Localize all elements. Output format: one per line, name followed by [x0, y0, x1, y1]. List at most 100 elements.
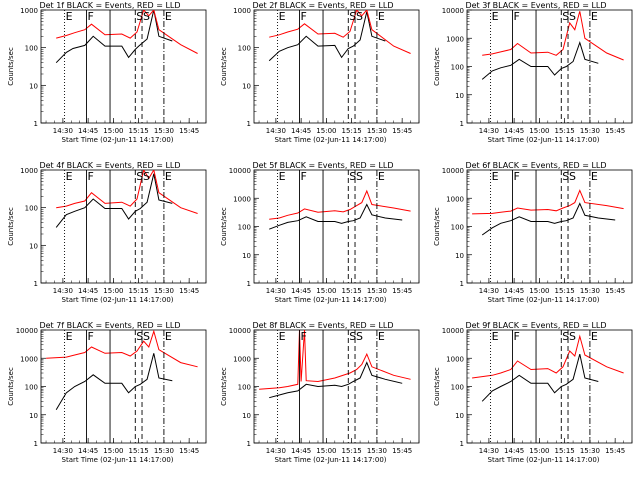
x-tick-label: 14:30 — [479, 447, 499, 455]
y-tick-label: 10 — [29, 82, 38, 90]
event-marker-label: S — [136, 170, 143, 183]
chart-panel-5: Det 5f BLACK = Events, RED = LLD 1 10 100 10… — [220, 161, 420, 304]
chart-panel-9: Det 9f BLACK = Events, RED = LLD 1 10 100 10… — [433, 321, 633, 464]
x-axis-label: Start Time (02-Jun-11 14:17:00) — [488, 296, 600, 304]
y-tick-label: 1000 — [20, 167, 38, 175]
y-tick-label: 1 — [460, 120, 464, 128]
y-tick-label: 100 — [25, 45, 38, 53]
x-tick-label: 14:30 — [266, 127, 286, 135]
y-tick-label: 1 — [34, 120, 38, 128]
event-marker-label: S — [569, 170, 576, 183]
event-marker-label: E — [591, 170, 598, 183]
event-marker-label: F — [87, 170, 93, 183]
event-marker-label: E — [165, 10, 172, 23]
x-axis-label: Start Time (02-Jun-11 14:17:00) — [275, 296, 387, 304]
x-tick-label: 14:30 — [266, 447, 286, 455]
y-tick-label: 10 — [242, 82, 251, 90]
y-tick-label: 10 — [29, 412, 38, 420]
y-axis-label: Counts/sec — [220, 47, 228, 86]
event-marker-label: E — [591, 10, 598, 23]
event-marker-label: S — [562, 330, 569, 343]
plot-frame — [253, 169, 420, 284]
events-series-line — [55, 173, 173, 228]
event-marker-label: S — [143, 170, 150, 183]
lld-series-line — [259, 330, 411, 390]
lld-series-line — [56, 10, 198, 54]
event-marker-label: S — [349, 330, 356, 343]
x-tick-label: 14:45 — [504, 287, 524, 295]
x-axis-label: Start Time (02-Jun-11 14:17:00) — [488, 456, 600, 464]
x-tick-label: 15:15 — [555, 127, 575, 135]
event-marker-label: E — [591, 330, 598, 343]
events-series-line — [55, 353, 173, 411]
y-tick-label: 100 — [238, 224, 251, 232]
y-tick-label: 10 — [242, 412, 251, 420]
x-tick-label: 14:30 — [53, 287, 73, 295]
x-tick-label: 14:45 — [78, 287, 98, 295]
x-axis-label: Start Time (02-Jun-11 14:17:00) — [275, 136, 387, 144]
x-tick-label: 14:45 — [504, 127, 524, 135]
y-tick-label: 10000 — [229, 167, 251, 175]
event-marker-label: S — [136, 10, 143, 23]
x-tick-label: 15:45 — [605, 287, 625, 295]
chart-title: Det 7f BLACK = Events, RED = LLD — [39, 321, 180, 330]
lld-series-line — [269, 189, 411, 220]
event-marker-label: F — [300, 170, 306, 183]
event-marker-label: S — [349, 10, 356, 23]
y-tick-label: 1 — [460, 440, 464, 448]
chart-panel-7: Det 7f BLACK = Events, RED = LLD 1 10 100 10… — [7, 321, 207, 464]
lld-series-line — [46, 330, 198, 368]
lld-series-line — [472, 334, 624, 379]
event-marker-label: F — [87, 10, 93, 23]
y-axis-label: Counts/sec — [433, 367, 441, 406]
y-tick-label: 1000 — [233, 355, 251, 363]
plot-frame — [253, 329, 420, 444]
y-tick-label: 1 — [247, 120, 251, 128]
events-series-line — [55, 10, 173, 64]
x-tick-label: 15:45 — [392, 127, 412, 135]
event-marker-label: S — [569, 10, 576, 23]
chart-title: Det 5f BLACK = Events, RED = LLD — [252, 161, 393, 170]
event-marker-label: E — [66, 10, 73, 23]
event-marker-label: S — [569, 330, 576, 343]
chart-title: Det 6f BLACK = Events, RED = LLD — [465, 161, 606, 170]
chart-title: Det 2f BLACK = Events, RED = LLD — [252, 1, 393, 10]
plot-frame — [40, 169, 207, 284]
x-tick-label: 15:15 — [342, 127, 362, 135]
x-tick-label: 14:30 — [479, 127, 499, 135]
y-axis-label: Counts/sec — [220, 367, 228, 406]
event-marker-label: E — [378, 170, 385, 183]
y-tick-label: 10000 — [229, 327, 251, 335]
x-tick-label: 15:45 — [179, 287, 199, 295]
x-tick-label: 15:00 — [529, 127, 549, 135]
x-tick-label: 14:45 — [504, 447, 524, 455]
plot-frame — [40, 9, 207, 124]
x-tick-label: 15:00 — [529, 447, 549, 455]
y-tick-label: 10 — [455, 412, 464, 420]
y-tick-label: 1000 — [446, 35, 464, 43]
x-tick-label: 15:15 — [555, 287, 575, 295]
x-tick-label: 15:30 — [580, 287, 600, 295]
x-tick-label: 15:15 — [342, 287, 362, 295]
event-marker-label: S — [356, 330, 363, 343]
x-tick-label: 14:30 — [53, 127, 73, 135]
event-marker-label: F — [513, 330, 519, 343]
y-tick-label: 10000 — [442, 327, 464, 335]
chart-panel-4: Det 4f BLACK = Events, RED = LLD 1 10 100 10… — [7, 161, 207, 304]
x-tick-label: 15:30 — [367, 447, 387, 455]
event-marker-label: E — [492, 10, 499, 23]
x-tick-label: 14:45 — [291, 447, 311, 455]
x-tick-label: 15:30 — [367, 287, 387, 295]
y-tick-label: 1000 — [20, 355, 38, 363]
x-axis-label: Start Time (02-Jun-11 14:17:00) — [62, 456, 174, 464]
y-tick-label: 10 — [29, 242, 38, 250]
events-series-line — [481, 202, 616, 236]
y-tick-label: 1000 — [446, 195, 464, 203]
event-marker-label: E — [492, 170, 499, 183]
x-tick-label: 15:45 — [392, 287, 412, 295]
event-marker-label: E — [165, 330, 172, 343]
y-tick-label: 1000 — [233, 195, 251, 203]
y-tick-label: 1 — [247, 280, 251, 288]
x-tick-label: 14:45 — [78, 127, 98, 135]
